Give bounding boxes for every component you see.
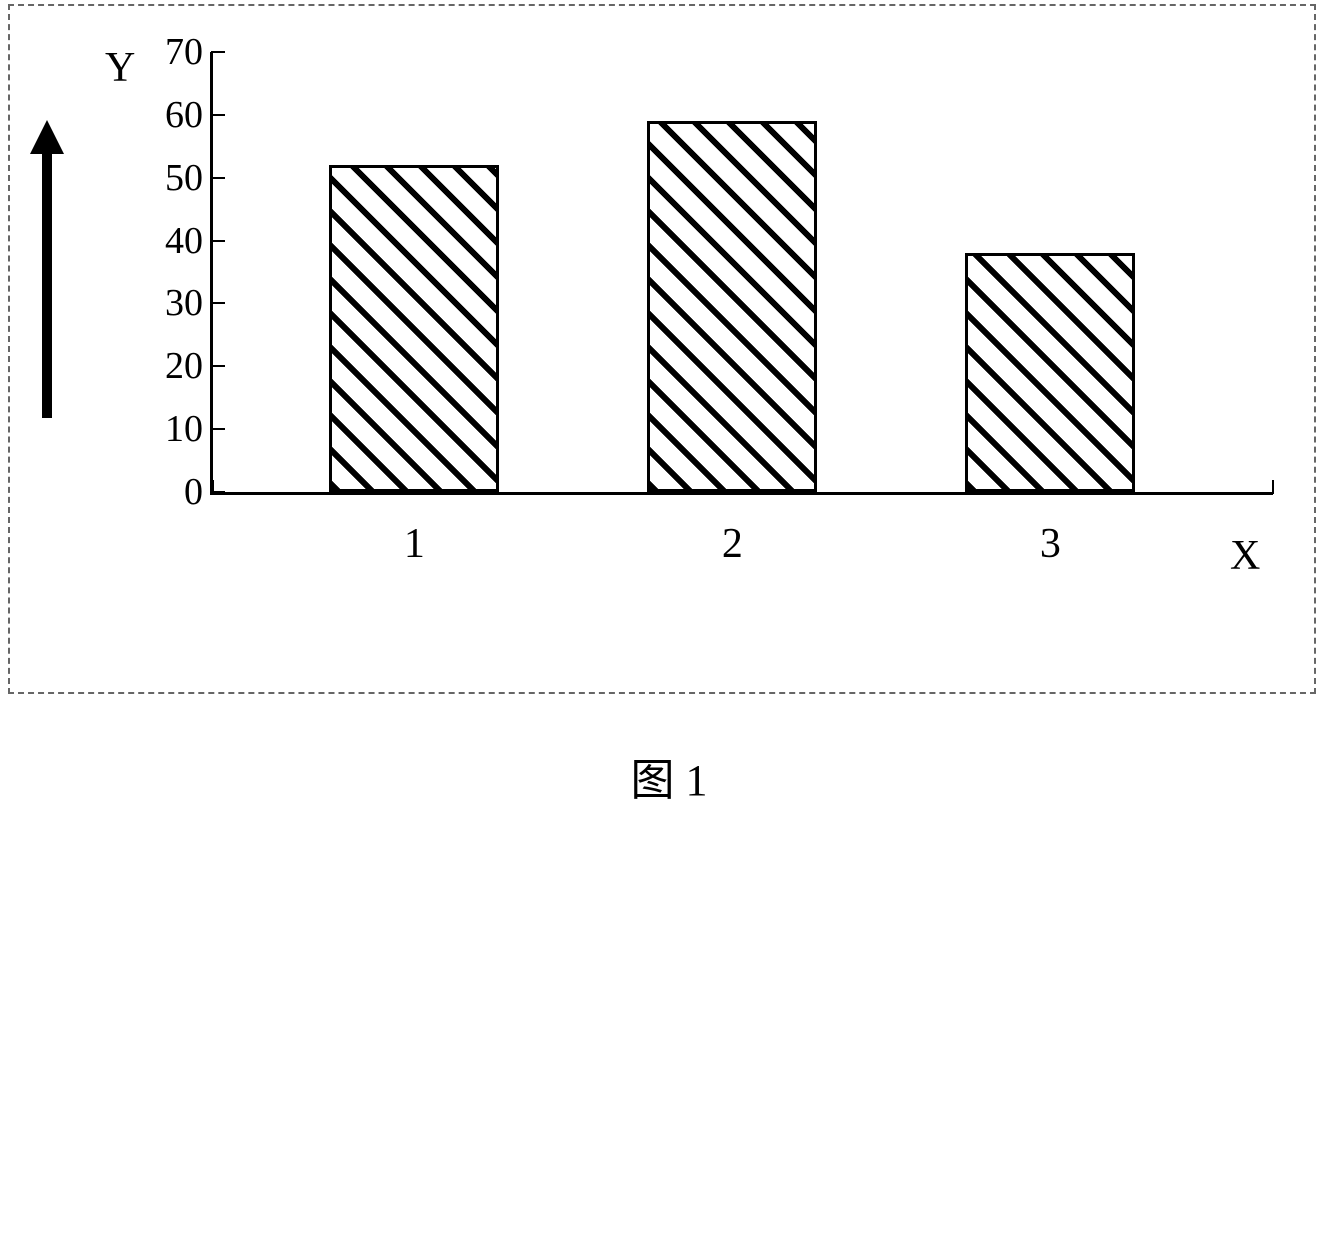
- y-arrow-shaft: [42, 152, 52, 418]
- y-tick: [211, 302, 225, 304]
- y-tick: [211, 365, 225, 367]
- x-tick-label: 2: [722, 520, 743, 568]
- y-tick: [211, 177, 225, 179]
- y-tick-label: 0: [184, 470, 203, 514]
- y-tick: [211, 240, 225, 242]
- y-tick-label: 40: [165, 219, 203, 263]
- plot-box: 010203040506070123: [210, 52, 1273, 495]
- bar: [329, 165, 499, 492]
- y-arrow-head: [30, 120, 64, 154]
- y-tick-label: 60: [165, 93, 203, 137]
- y-tick-label: 30: [165, 281, 203, 325]
- y-tick-label: 10: [165, 407, 203, 451]
- bar: [647, 121, 817, 492]
- x-tick-label: 1: [404, 520, 425, 568]
- x-axis-end-tick: [212, 480, 214, 494]
- x-axis-label: X: [1230, 532, 1260, 580]
- x-tick-label: 3: [1040, 520, 1061, 568]
- chart-area: Y X 010203040506070123: [0, 0, 1338, 800]
- y-tick-label: 50: [165, 156, 203, 200]
- y-axis-label: Y: [105, 44, 135, 92]
- bar: [965, 253, 1135, 492]
- y-tick: [211, 51, 225, 53]
- y-tick-label: 20: [165, 344, 203, 388]
- x-axis-end-tick: [1272, 480, 1274, 494]
- y-tick-label: 70: [165, 30, 203, 74]
- y-tick: [211, 428, 225, 430]
- figure-caption: 图 1: [0, 744, 1338, 808]
- y-tick: [211, 114, 225, 116]
